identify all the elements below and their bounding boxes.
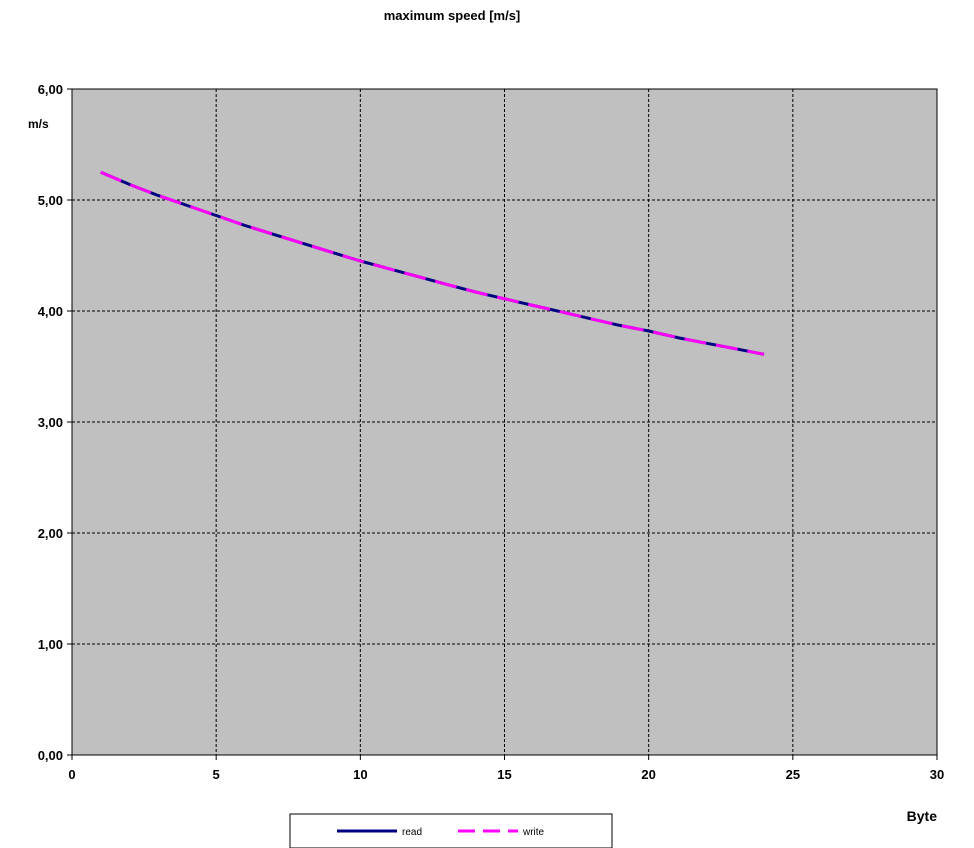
series-line-write (100, 170, 765, 356)
x-axis-label: Byte (907, 808, 938, 824)
y-axis-label: m/s (28, 117, 49, 131)
y-tick-label: 3,00 (38, 415, 63, 430)
legend: read write (289, 813, 613, 848)
y-axis-ticks: 0,00 1,00 2,00 3,00 4,00 5,00 6,00 (38, 82, 72, 763)
y-tick-label: 0,00 (38, 748, 63, 763)
x-tick-label: 25 (786, 767, 800, 782)
y-tick-label: 5,00 (38, 193, 63, 208)
x-tick-label: 10 (353, 767, 367, 782)
y-tick-label: 2,00 (38, 526, 63, 541)
y-tick-label: 6,00 (38, 82, 63, 97)
y-tick-label: 4,00 (38, 304, 63, 319)
x-tick-label: 30 (930, 767, 944, 782)
x-tick-label: 20 (641, 767, 655, 782)
x-tick-label: 0 (68, 767, 75, 782)
x-tick-label: 5 (213, 767, 220, 782)
grid (72, 89, 937, 755)
chart-title: maximum speed [m/s] (384, 8, 521, 23)
y-tick-label: 1,00 (38, 637, 63, 652)
legend-label-read: read (402, 827, 422, 838)
x-tick-label: 15 (497, 767, 511, 782)
series-layer (100, 170, 765, 356)
legend-label-write: write (522, 827, 545, 838)
x-axis-ticks: 0 5 10 15 20 25 30 (68, 755, 944, 782)
